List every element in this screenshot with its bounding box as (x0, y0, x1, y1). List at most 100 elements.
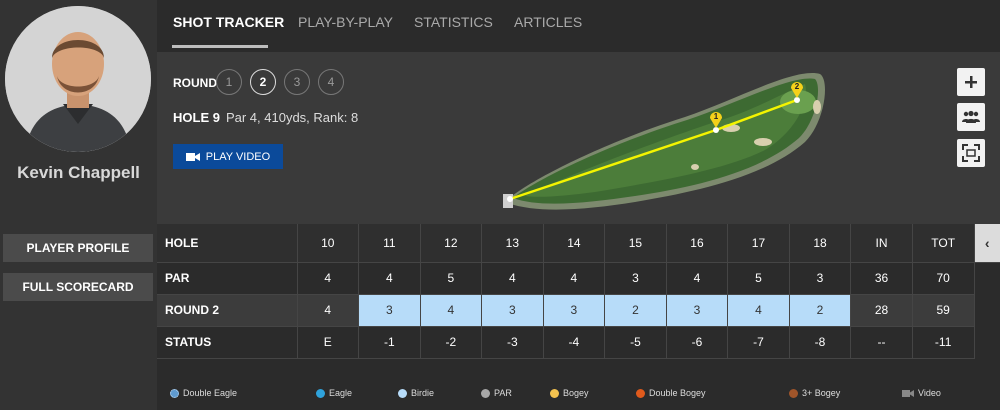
full-scorecard-button[interactable]: FULL SCORECARD (3, 273, 153, 301)
legend-par: PAR (481, 388, 512, 398)
score-cell-birdie: 4 (420, 294, 483, 327)
legend-eagle: Eagle (316, 388, 352, 398)
round2-row: ROUND 2 4 3 4 3 3 2 3 4 2 28 59 (157, 294, 1000, 327)
hole-cell: 10 (297, 224, 360, 263)
tab-articles[interactable]: ARTICLES (514, 14, 583, 30)
status-cell: -1 (358, 326, 421, 359)
par-cell: 4 (297, 262, 360, 295)
fullscreen-button[interactable] (957, 139, 985, 167)
par-label: PAR (157, 262, 298, 295)
hole-map[interactable]: 1 2 (495, 62, 835, 217)
round-button-2[interactable]: 2 (250, 69, 276, 95)
score-cell: 28 (850, 294, 913, 327)
tab-bar: SHOT TRACKER PLAY-BY-PLAY STATISTICS ART… (157, 0, 1000, 52)
tab-statistics[interactable]: STATISTICS (414, 14, 493, 30)
score-legend: Double Eagle Eagle Birdie PAR Bogey Doub… (157, 376, 1000, 410)
scorecard-table: HOLE 10 11 12 13 14 15 16 17 18 IN TOT ‹… (157, 224, 1000, 359)
par-cell: 70 (912, 262, 975, 295)
status-cell: -- (850, 326, 913, 359)
player-profile-button[interactable]: PLAYER PROFILE (3, 234, 153, 262)
birdie-icon (398, 388, 407, 398)
hole-cell: 11 (358, 224, 421, 263)
round-button-3[interactable]: 3 (284, 69, 310, 95)
par-cell: 4 (543, 262, 606, 295)
video-camera-icon (185, 152, 200, 161)
hole-cell: 12 (420, 224, 483, 263)
group-view-button[interactable] (957, 103, 985, 131)
status-cell: -2 (420, 326, 483, 359)
status-cell: -5 (604, 326, 667, 359)
round-button-4[interactable]: 4 (318, 69, 344, 95)
collapse-scorecard-button[interactable]: ‹ (974, 224, 1000, 263)
active-tab-indicator (172, 45, 268, 48)
shot-marker-2-label: 2 (795, 82, 800, 91)
par-cell: 5 (420, 262, 483, 295)
hole-cell: 15 (604, 224, 667, 263)
score-cell: 59 (912, 294, 975, 327)
zoom-in-button[interactable] (957, 68, 985, 96)
par-cell: 3 (604, 262, 667, 295)
round2-label: ROUND 2 (157, 294, 298, 327)
player-name: Kevin Chappell (17, 163, 140, 182)
legend-bogey: Bogey (550, 388, 589, 398)
play-video-label: PLAY VIDEO (205, 150, 271, 163)
shot-tracker-panel: ROUND 1 2 3 4 HOLE 9 Par 4, 410yds, Rank:… (157, 52, 1000, 224)
par-cell: 4 (481, 262, 544, 295)
tot-header: TOT (912, 224, 975, 263)
hole-title: HOLE 9 (173, 110, 220, 125)
plus-icon (965, 76, 977, 88)
shot-marker-1-label: 1 (714, 112, 719, 121)
hole-cell: 14 (543, 224, 606, 263)
status-row: STATUS E -1 -2 -3 -4 -5 -6 -7 -8 -- -11 (157, 326, 1000, 359)
three-plus-bogey-icon (789, 388, 798, 398)
spacer (974, 326, 1000, 358)
par-cell: 5 (727, 262, 790, 295)
legend-3plus-bogey: 3+ Bogey (789, 388, 840, 398)
score-cell-birdie: 3 (481, 294, 544, 327)
legend-video: Video (902, 388, 941, 398)
player-avatar (5, 6, 151, 152)
status-cell: -4 (543, 326, 606, 359)
spacer (974, 294, 1000, 326)
status-label: STATUS (157, 326, 298, 359)
eagle-icon (316, 388, 325, 398)
shot-marker-1 (710, 112, 722, 128)
legend-label: Double Bogey (649, 388, 706, 398)
tab-play-by-play[interactable]: PLAY-BY-PLAY (298, 14, 393, 30)
bogey-icon (550, 388, 559, 398)
tab-shot-tracker[interactable]: SHOT TRACKER (173, 14, 285, 30)
status-cell: -8 (789, 326, 852, 359)
score-cell-birdie: 3 (666, 294, 729, 327)
spacer (974, 262, 1000, 294)
status-cell: -7 (727, 326, 790, 359)
in-header: IN (850, 224, 913, 263)
par-row: PAR 4 4 5 4 4 3 4 5 3 36 70 (157, 262, 1000, 295)
legend-birdie: Birdie (398, 388, 434, 398)
legend-label: 3+ Bogey (802, 388, 841, 398)
status-cell: E (297, 326, 360, 359)
hole-cell: 17 (727, 224, 790, 263)
score-cell-birdie: 2 (789, 294, 852, 327)
score-cell-birdie: 3 (543, 294, 606, 327)
play-video-button[interactable]: PLAY VIDEO (173, 144, 283, 169)
hole-info: HOLE 9 Par 4, 410yds, Rank: 8 (173, 110, 358, 125)
hole-label: HOLE (157, 224, 298, 263)
legend-label: Birdie (411, 388, 435, 398)
round-label: ROUND (173, 76, 217, 90)
hole-cell: 16 (666, 224, 729, 263)
player-panel: Kevin Chappell PLAYER PROFILE FULL SCORE… (0, 0, 157, 410)
par-cell: 4 (666, 262, 729, 295)
round-button-1[interactable]: 1 (216, 69, 242, 95)
video-camera-icon (902, 389, 914, 397)
legend-label: Eagle (329, 388, 353, 398)
hole-details: Par 4, 410yds, Rank: 8 (225, 110, 359, 125)
legend-label: Bogey (563, 388, 589, 398)
hole-cell: 18 (789, 224, 852, 263)
par-cell: 4 (358, 262, 421, 295)
double-bogey-icon (636, 388, 645, 398)
score-cell-birdie: 2 (604, 294, 667, 327)
hole-cell: 13 (481, 224, 544, 263)
par-cell: 3 (789, 262, 852, 295)
status-cell: -11 (912, 326, 975, 359)
legend-double-bogey: Double Bogey (636, 388, 706, 398)
